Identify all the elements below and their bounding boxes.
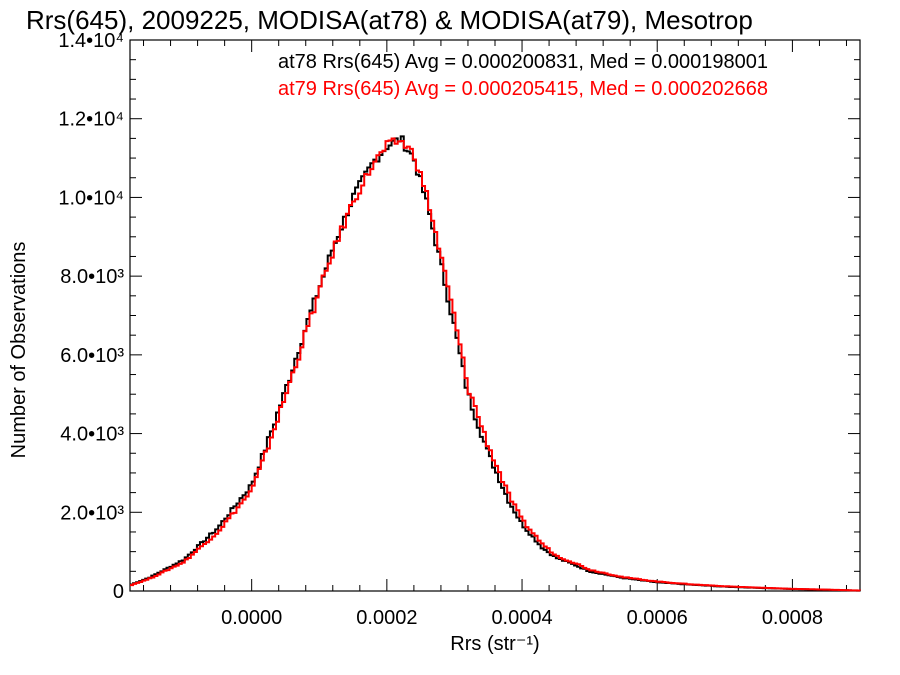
y-tick-label: 8.0•10³ [60, 266, 124, 288]
y-tick-label: 0 [113, 581, 124, 603]
series-line-at78 [130, 135, 861, 592]
series-line-at79 [130, 137, 861, 592]
x-axis-ticks: 0.0000 0.0002 0.0004 0.0006 0.0008 [143, 40, 847, 629]
x-tick-label: 0.0008 [762, 607, 823, 629]
x-tick-label: 0.0000 [221, 607, 282, 629]
y-tick-label: 2.0•10³ [60, 502, 124, 524]
y-tick-label: 1.4•10⁴ [58, 30, 124, 52]
y-tick-label: 1.2•10⁴ [58, 109, 124, 131]
legend-entry-at78: at78 Rrs(645) Avg = 0.000200831, Med = 0… [278, 51, 768, 73]
x-axis-label: Rrs (str⁻¹) [450, 633, 539, 655]
legend-entry-at79: at79 Rrs(645) Avg = 0.000205415, Med = 0… [278, 78, 768, 100]
y-axis-label: Number of Observations [8, 242, 30, 459]
x-tick-label: 0.0002 [356, 607, 417, 629]
series-layer [130, 135, 861, 592]
y-tick-label: 6.0•10³ [60, 345, 124, 367]
y-axis-ticks: 0 2.0•10³ 4.0•10³ 6.0•10³ 8.0•10³ 1.0•10⁴ 1.2•… [58, 30, 860, 603]
y-tick-label: 1.0•10⁴ [58, 187, 124, 209]
y-tick-label: 4.0•10³ [60, 424, 124, 446]
x-tick-label: 0.0006 [627, 607, 688, 629]
x-tick-label: 0.0004 [491, 607, 552, 629]
chart-title: Rrs(645), 2009225, MODISA(at78) & MODISA… [26, 5, 753, 35]
